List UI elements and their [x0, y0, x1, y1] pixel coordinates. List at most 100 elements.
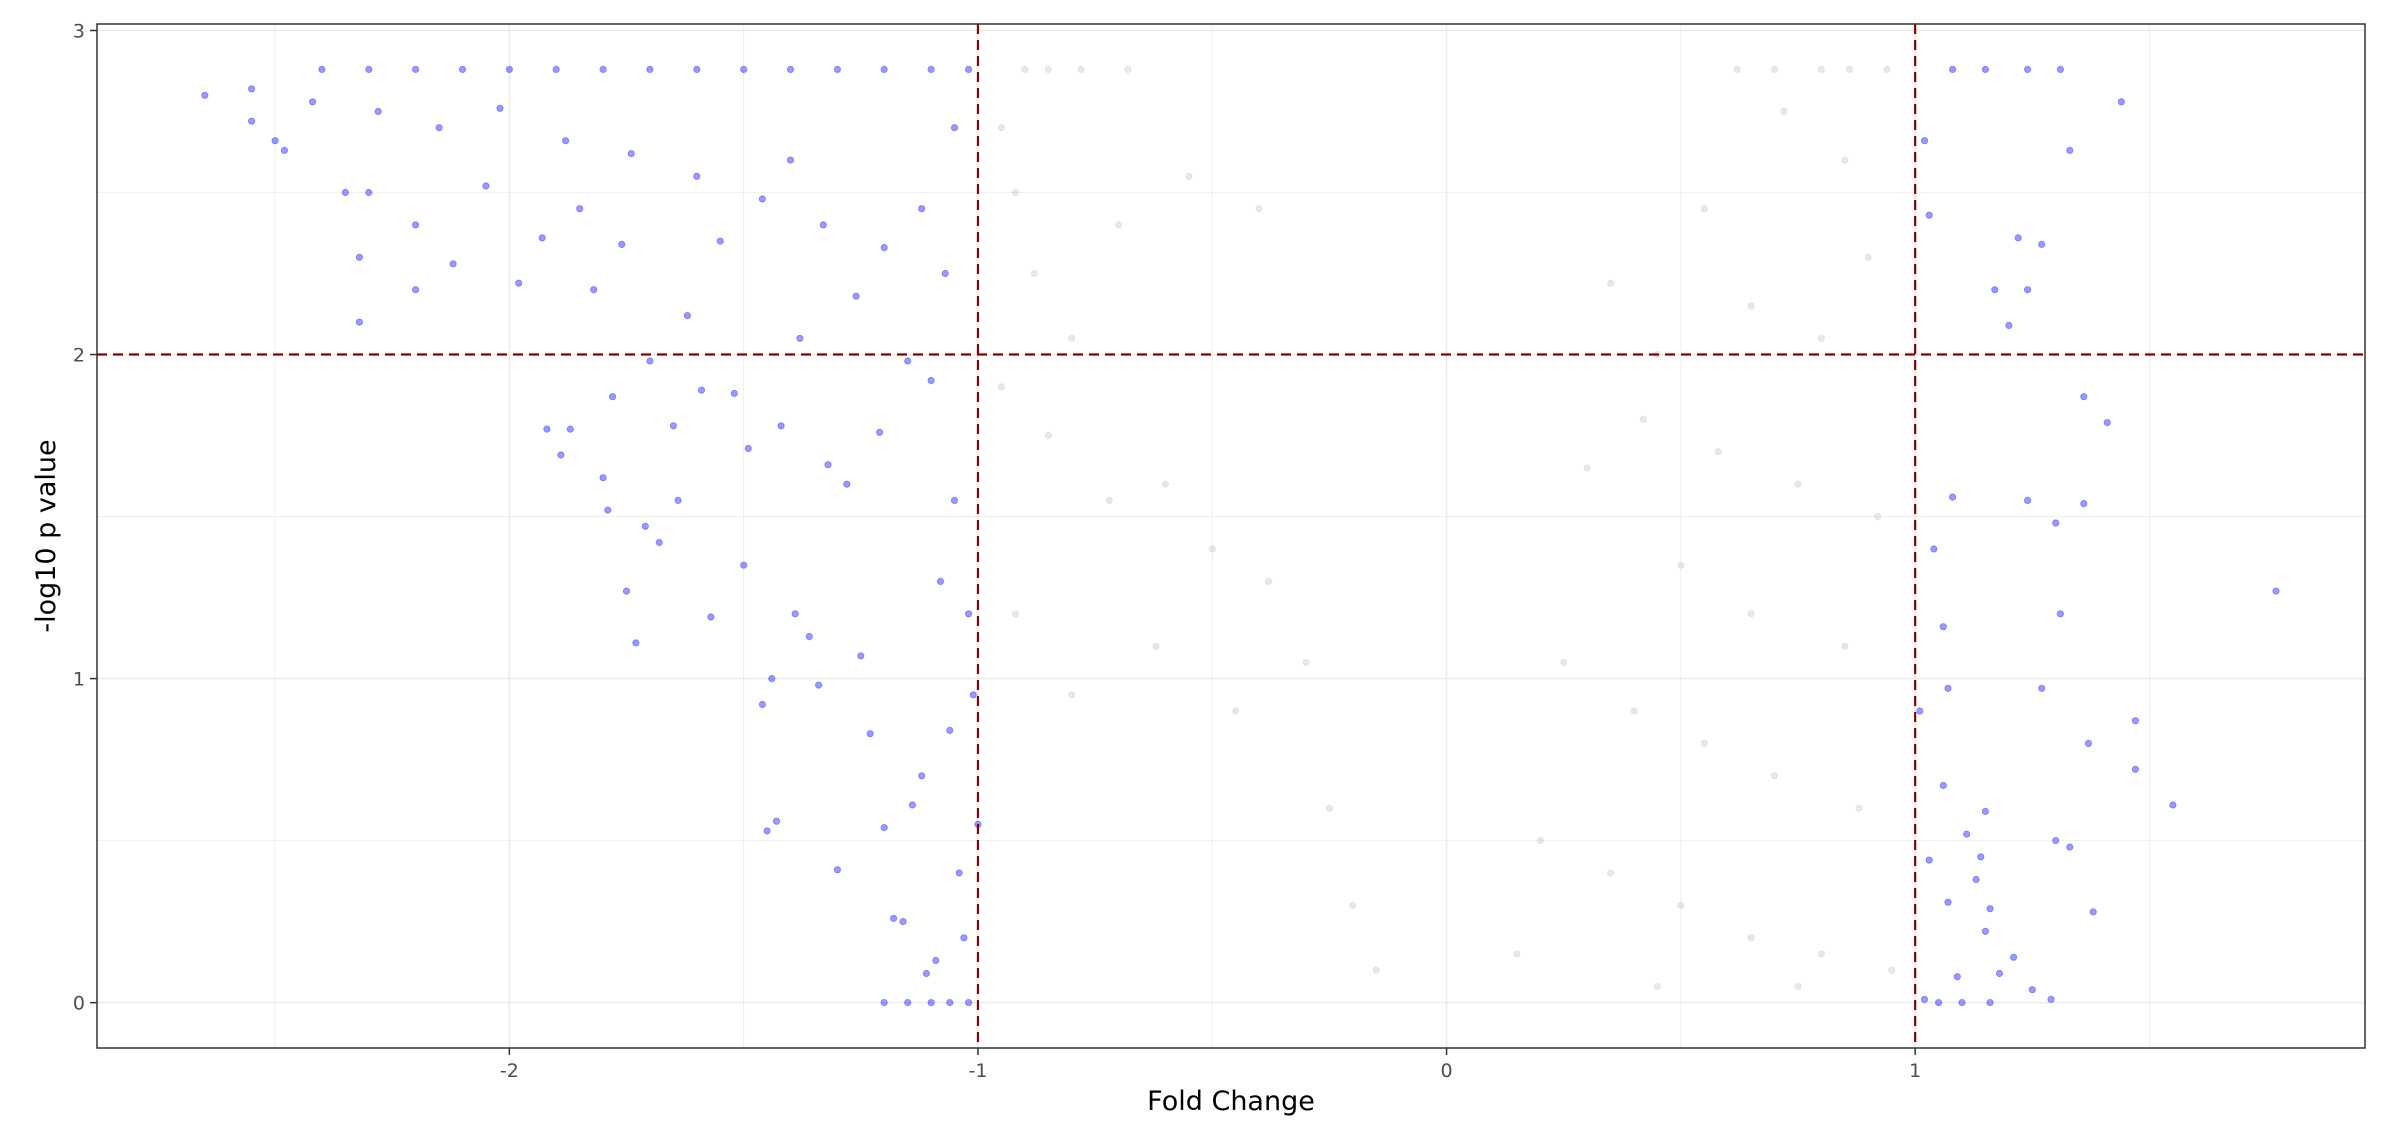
scatter-point-significant — [1991, 286, 1999, 294]
scatter-point-not-significant — [1044, 431, 1052, 440]
scatter-point-significant — [2005, 321, 2013, 329]
scatter-point-significant — [2131, 717, 2139, 725]
scatter-point-significant — [365, 188, 373, 197]
scatter-point-significant — [1963, 830, 1971, 838]
scatter-point-significant — [2052, 519, 2060, 527]
y-axis: 0 1 2 3 — [73, 20, 97, 1015]
scatter-point-significant — [1995, 969, 2004, 978]
scatter-point-not-significant — [1888, 966, 1896, 974]
scatter-point-significant — [716, 237, 724, 245]
scatter-point-significant — [786, 65, 795, 74]
y-axis-title: -log10 p value — [31, 439, 62, 632]
scatter-point-significant — [2080, 499, 2088, 508]
scatter-point-significant — [2028, 986, 2036, 994]
scatter-point-significant — [2024, 496, 2032, 504]
scatter-point-significant — [833, 65, 842, 74]
scatter-point-significant — [411, 221, 420, 229]
x-tick-label: -2 — [500, 1060, 519, 1082]
scatter-point-not-significant — [1817, 334, 1826, 342]
scatter-point-not-significant — [1677, 561, 1685, 569]
scatter-point-significant — [355, 253, 363, 261]
scatter-point-significant — [458, 65, 467, 74]
scatter-point-significant — [763, 827, 771, 835]
scatter-point-not-significant — [1152, 642, 1160, 650]
scatter-point-significant — [946, 998, 954, 1007]
scatter-point-not-significant — [1700, 739, 1708, 748]
scatter-point-significant — [936, 577, 945, 586]
scatter-point-not-significant — [1021, 65, 1029, 74]
scatter-point-not-significant — [1841, 156, 1849, 164]
scatter-point-significant — [248, 117, 256, 125]
scatter-point-significant — [2024, 286, 2032, 294]
scatter-point-significant — [557, 451, 565, 459]
scatter-point-significant — [683, 311, 692, 320]
scatter-point-significant — [969, 691, 977, 699]
scatter-point-significant — [1972, 875, 1980, 884]
scatter-point-significant — [730, 389, 738, 397]
scatter-point-significant — [824, 461, 832, 469]
scatter-point-not-significant — [1747, 934, 1755, 942]
scatter-point-significant — [758, 195, 767, 203]
y-tick-label: 2 — [73, 345, 85, 367]
scatter-point-significant — [2066, 843, 2074, 851]
scatter-point-significant — [843, 480, 851, 488]
scatter-point-significant — [1939, 623, 1947, 631]
scatter-point-not-significant — [1030, 269, 1038, 278]
scatter-point-significant — [2038, 240, 2046, 248]
scatter-point-significant — [955, 869, 963, 877]
scatter-point-significant — [786, 156, 795, 164]
scatter-point-not-significant — [1077, 65, 1085, 74]
scatter-point-not-significant — [1560, 658, 1568, 667]
scatter-point-not-significant — [1817, 950, 1826, 958]
non-significant-points — [997, 65, 1896, 991]
scatter-point-significant — [740, 561, 748, 569]
scatter-point-significant — [946, 726, 954, 735]
scatter-point-significant — [899, 917, 907, 926]
scatter-point-significant — [674, 496, 682, 504]
scatter-point-significant — [791, 610, 799, 618]
scatter-point-not-significant — [1513, 950, 1521, 958]
scatter-point-not-significant — [1845, 65, 1854, 74]
scatter-point-significant — [2272, 587, 2280, 595]
scatter-point-significant — [1930, 545, 1938, 553]
y-tick-label: 1 — [73, 669, 85, 691]
scatter-point-not-significant — [1607, 869, 1615, 877]
scatter-point-not-significant — [1536, 836, 1544, 845]
scatter-point-significant — [271, 137, 279, 145]
scatter-point-not-significant — [1864, 253, 1872, 261]
scatter-point-significant — [646, 65, 654, 74]
scatter-point-significant — [561, 137, 570, 145]
scatter-point-significant — [964, 65, 973, 74]
x-tick-label: 0 — [1441, 1060, 1453, 1082]
scatter-point-significant — [758, 700, 767, 709]
scatter-point-significant — [552, 65, 560, 74]
scatter-point-significant — [1925, 211, 1933, 219]
scatter-point-not-significant — [997, 124, 1006, 132]
scatter-point-significant — [927, 376, 935, 385]
scatter-point-significant — [2117, 98, 2125, 106]
scatter-point-significant — [2056, 65, 2064, 74]
scatter-point-significant — [777, 422, 785, 430]
scatter-point-not-significant — [1747, 610, 1755, 618]
scatter-point-significant — [950, 124, 959, 132]
scatter-point-significant — [1944, 898, 1952, 906]
scatter-point-not-significant — [1255, 205, 1263, 213]
scatter-point-not-significant — [1264, 577, 1273, 586]
y-tick-label: 3 — [73, 20, 85, 42]
scatter-point-significant — [2169, 801, 2177, 809]
scatter-point-not-significant — [1855, 804, 1863, 812]
scatter-point-significant — [435, 124, 443, 132]
scatter-point-significant — [2047, 995, 2055, 1004]
scatter-point-not-significant — [1583, 464, 1591, 472]
scatter-point-significant — [2056, 610, 2064, 618]
scatter-point-significant — [1939, 781, 1947, 790]
scatter-point-significant — [922, 969, 931, 978]
scatter-point-not-significant — [1630, 707, 1638, 715]
scatter-point-significant — [889, 914, 898, 923]
scatter-point-significant — [1986, 905, 1994, 913]
scatter-point-significant — [641, 522, 649, 530]
scatter-point-significant — [772, 817, 781, 825]
scatter-point-significant — [632, 639, 640, 647]
scatter-point-significant — [740, 65, 748, 74]
